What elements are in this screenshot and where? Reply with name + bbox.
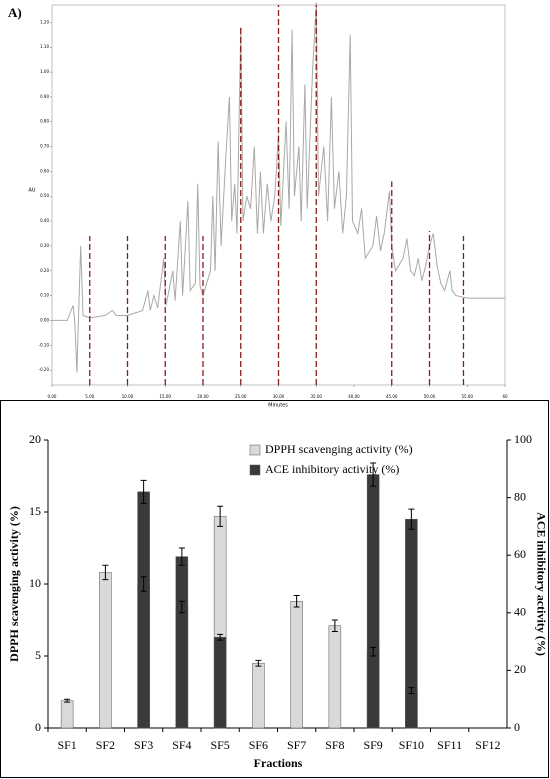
y-tick-label: 0.00 xyxy=(40,317,49,322)
y-tick-label: 20 xyxy=(29,432,41,446)
bar xyxy=(366,474,380,729)
y-tick-label: -0.10 xyxy=(39,342,50,347)
x-tick-label: 35.00 xyxy=(311,394,323,399)
x-tick-label: 40.00 xyxy=(348,394,360,399)
x-tick-label: 30.00 xyxy=(273,394,285,399)
y-tick-label: 0.60 xyxy=(40,168,49,173)
x-tick-label: SF5 xyxy=(210,738,229,752)
error-bar xyxy=(217,505,224,527)
error-bar xyxy=(255,659,262,667)
bar xyxy=(137,491,150,729)
error-bar xyxy=(408,508,415,530)
legend-label: ACE inhibitory activity (%) xyxy=(265,462,399,476)
y-tick-label: 0.30 xyxy=(40,243,49,248)
y-tick-label: 1.00 xyxy=(40,69,49,74)
legend-swatch xyxy=(249,444,261,456)
x-tick-label: 55.00 xyxy=(462,394,474,399)
legend-swatch xyxy=(249,464,261,476)
x-tick-label: 0.00 xyxy=(48,394,57,399)
bar xyxy=(328,625,342,729)
x-tick-label: 45.00 xyxy=(386,394,398,399)
x-tick-label: SF7 xyxy=(287,738,306,752)
x-tick-label: 5.00 xyxy=(85,394,94,399)
error-bar xyxy=(102,564,109,581)
bar xyxy=(405,518,418,729)
bar xyxy=(60,700,74,729)
x-tick-label: 60 xyxy=(502,394,508,399)
error-bar xyxy=(331,619,338,633)
x-tick-label: 25.00 xyxy=(235,394,247,399)
bar xyxy=(175,556,189,729)
x-tick-label: SF9 xyxy=(363,738,382,752)
chart-border xyxy=(0,400,549,778)
x-tick-label: SF10 xyxy=(399,738,424,752)
error-bar xyxy=(140,576,147,592)
y-tick-label: 15 xyxy=(29,504,41,518)
chromatogram: A) Minutes AU -0.20 -0.10 0.00 0.10 0.20 0.30… xyxy=(8,2,508,409)
y2-tick-label: 40 xyxy=(514,605,526,619)
y2-tick-label: 0 xyxy=(514,720,520,734)
error-bar xyxy=(64,698,71,703)
y-axis-label: AU xyxy=(28,188,35,194)
x-tick-label: 15.00 xyxy=(160,394,172,399)
y-tick-label: 0.90 xyxy=(40,94,49,99)
legend-label: DPPH scavenging activity (%) xyxy=(265,442,413,456)
bar xyxy=(252,662,265,729)
error-bar xyxy=(217,633,224,641)
bar xyxy=(290,601,303,729)
y-tick-label: 0.50 xyxy=(40,193,49,198)
x-axis-label: Fractions xyxy=(254,756,303,770)
x-axis-label: Minutes xyxy=(268,403,288,409)
y-axis-label: DPPH scavenging activity (%) xyxy=(7,506,21,662)
x-tick-label: SF1 xyxy=(57,738,76,752)
y-tick-label: -0.20 xyxy=(39,367,50,372)
panel-title: A) xyxy=(8,5,22,20)
x-tick-label: SF11 xyxy=(437,738,462,752)
x-tick-label: 20.00 xyxy=(197,394,209,399)
x-tick-label: SF12 xyxy=(475,738,500,752)
error-bar xyxy=(370,646,377,657)
y-tick-label: 1.20 xyxy=(40,19,49,24)
y-tick-label: 5 xyxy=(35,648,41,662)
y-tick-label: 1.10 xyxy=(40,44,49,49)
y2-tick-label: 20 xyxy=(514,662,526,676)
error-bar xyxy=(370,462,377,487)
x-tick-label: SF4 xyxy=(172,738,191,752)
y-tick-label: 10 xyxy=(29,576,41,590)
y2-tick-label: 100 xyxy=(514,432,532,446)
bar xyxy=(99,572,112,729)
error-bar xyxy=(140,479,147,504)
y-tick-label: 0.40 xyxy=(40,218,49,223)
bar xyxy=(213,637,227,729)
error-bar xyxy=(178,547,185,566)
y-tick-label: 0 xyxy=(35,720,41,734)
error-bar xyxy=(178,600,185,614)
x-tick-label: 50.00 xyxy=(424,394,436,399)
x-tick-label: SF2 xyxy=(96,738,115,752)
y2-tick-label: 60 xyxy=(514,547,526,561)
x-tick-label: SF8 xyxy=(325,738,344,752)
y-tick-label: 0.10 xyxy=(40,293,49,298)
y2-tick-label: 80 xyxy=(514,489,526,503)
error-bar xyxy=(293,595,300,608)
error-bar xyxy=(408,687,415,694)
chromatogram-line xyxy=(52,2,505,373)
x-tick-label: SF3 xyxy=(134,738,153,752)
x-tick-label: 10.00 xyxy=(122,394,134,399)
bar-chart: Fractions DPPH scavenging activity (%) A… xyxy=(0,400,549,778)
y2-axis-label: ACE inhibitory activity (%) xyxy=(534,512,548,656)
y-tick-label: 0.70 xyxy=(40,144,49,149)
x-tick-label: SF6 xyxy=(249,738,268,752)
y-tick-label: 0.20 xyxy=(40,268,49,273)
y-tick-label: 0.80 xyxy=(40,119,49,124)
